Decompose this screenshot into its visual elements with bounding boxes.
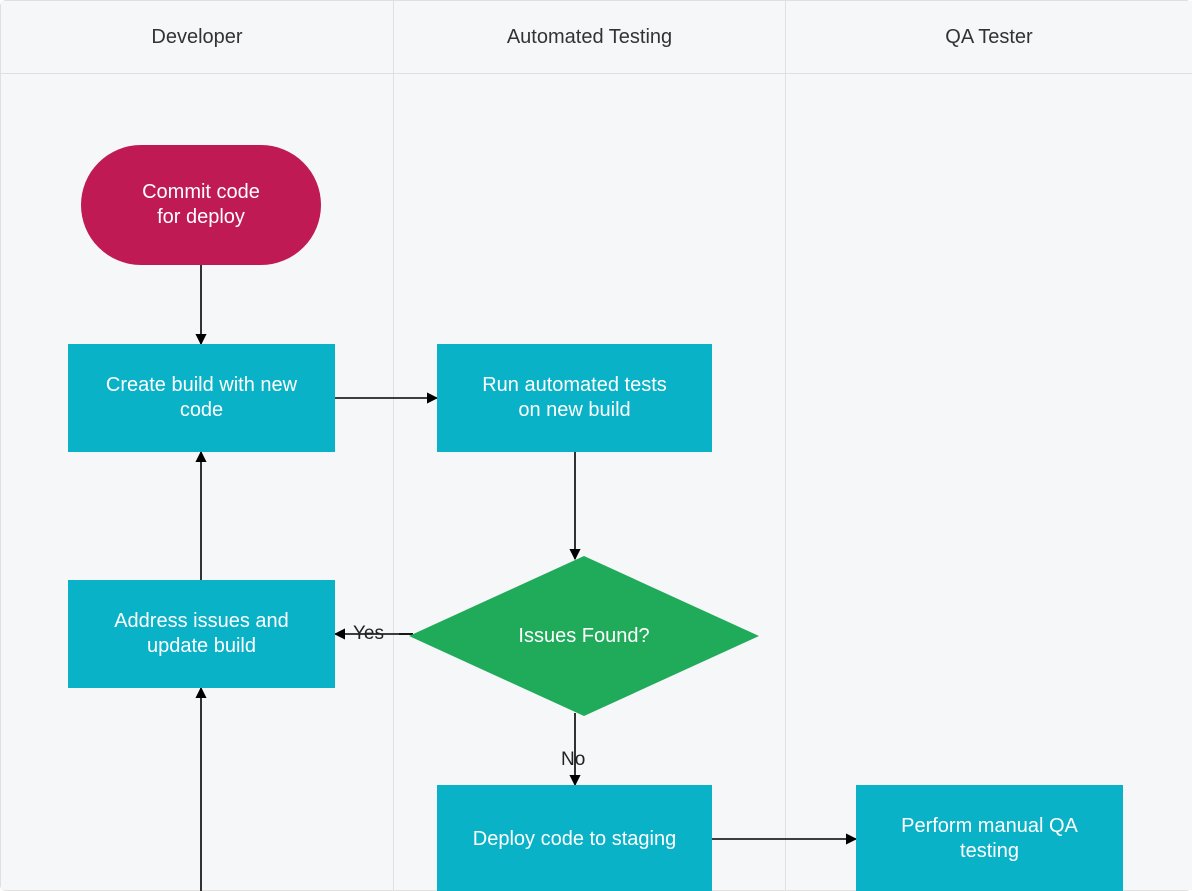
- node-label: Perform manual QAtesting: [901, 814, 1078, 864]
- node-deploy-staging: Deploy code to staging: [437, 785, 712, 891]
- node-create-build: Create build with newcode: [68, 344, 335, 452]
- lane-body-automated: [393, 74, 785, 890]
- node-commit-code: Commit codefor deploy: [81, 145, 321, 265]
- node-label: Run automated testson new build: [482, 373, 667, 423]
- node-address-issues: Address issues andupdate build: [68, 580, 335, 688]
- node-issues-found: Issues Found?: [409, 556, 759, 716]
- node-label: Address issues andupdate build: [114, 609, 289, 659]
- lane-header-developer: Developer: [1, 1, 393, 74]
- lane-header-automated: Automated Testing: [393, 1, 785, 74]
- node-label: Issues Found?: [518, 625, 649, 648]
- swimlane-flowchart: Developer Automated Testing QA Tester Co…: [0, 0, 1192, 891]
- lane-divider: [785, 1, 786, 890]
- lane-title: Developer: [151, 26, 242, 49]
- node-label: Commit codefor deploy: [142, 180, 260, 230]
- lane-title: Automated Testing: [507, 26, 672, 49]
- lane-title: QA Tester: [945, 26, 1032, 49]
- node-label: Deploy code to staging: [473, 827, 676, 852]
- lane-header-qa: QA Tester: [785, 1, 1192, 74]
- node-manual-qa: Perform manual QAtesting: [856, 785, 1123, 891]
- lane-body-qa: [785, 74, 1192, 890]
- node-run-tests: Run automated testson new build: [437, 344, 712, 452]
- edge-label-no: No: [561, 749, 585, 771]
- lane-divider: [393, 1, 394, 890]
- edge-label-yes: Yes: [353, 623, 384, 645]
- node-label: Create build with newcode: [106, 373, 297, 423]
